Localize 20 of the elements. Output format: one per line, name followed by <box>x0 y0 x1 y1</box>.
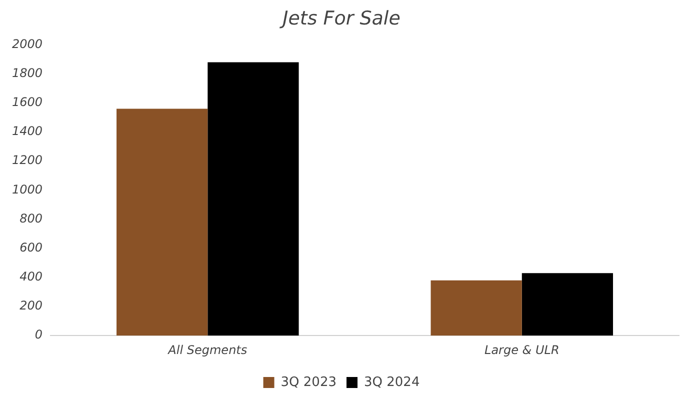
bar <box>522 273 614 336</box>
y-tick-label: 2000 <box>12 36 43 51</box>
bar <box>430 280 522 336</box>
legend-label: 3Q 2023 <box>280 374 337 390</box>
y-tick-label: 200 <box>20 298 43 313</box>
legend-label: 3Q 2024 <box>364 374 420 390</box>
y-tick-label: 1400 <box>12 124 43 138</box>
y-tick-label: 800 <box>20 211 43 226</box>
x-tick-label: Large & ULR <box>484 342 560 357</box>
x-tick-label: All Segments <box>167 342 248 357</box>
y-tick-label: 600 <box>20 240 43 254</box>
y-tick-label: 1200 <box>12 153 43 168</box>
bar <box>208 62 299 336</box>
chart-title: Jets For Sale <box>278 7 400 30</box>
y-tick-label: 1000 <box>12 182 43 196</box>
y-tick-label: 1800 <box>12 66 43 80</box>
y-tick-label: 1600 <box>12 95 43 110</box>
y-tick-label: 400 <box>20 270 43 284</box>
bar <box>116 108 208 336</box>
y-tick-label: 0 <box>34 328 43 342</box>
